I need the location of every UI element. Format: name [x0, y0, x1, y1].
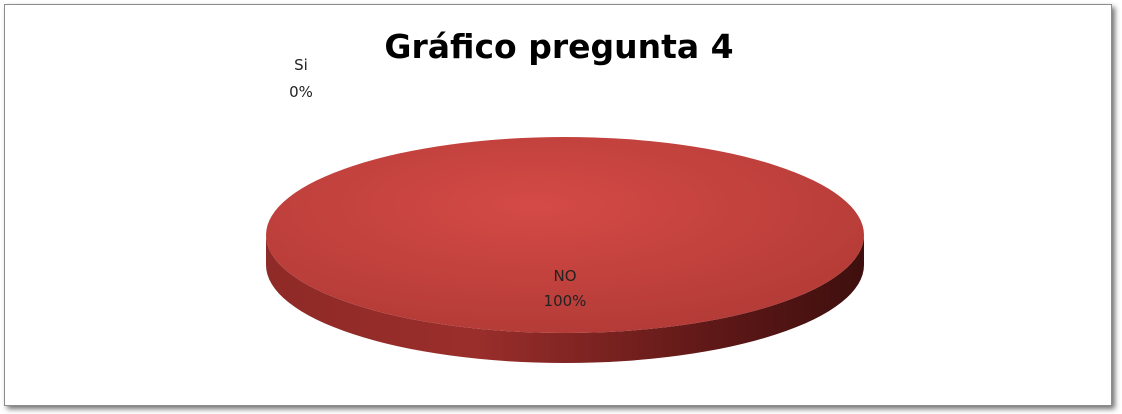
slice-label-no: NO — [553, 267, 576, 285]
pie-slice-no — [266, 137, 864, 333]
chart-frame: Gráfico pregunta 4 Si 0% NO 100% — [4, 4, 1112, 406]
slice-label-si: Si — [294, 56, 308, 74]
slice-percent-no: 100% — [544, 292, 587, 310]
chart-title: Gráfico pregunta 4 — [384, 27, 734, 66]
pie-chart: Si 0% NO 100% — [266, 56, 864, 363]
pie-slice-side-no — [266, 235, 864, 363]
slice-percent-si: 0% — [289, 83, 313, 101]
